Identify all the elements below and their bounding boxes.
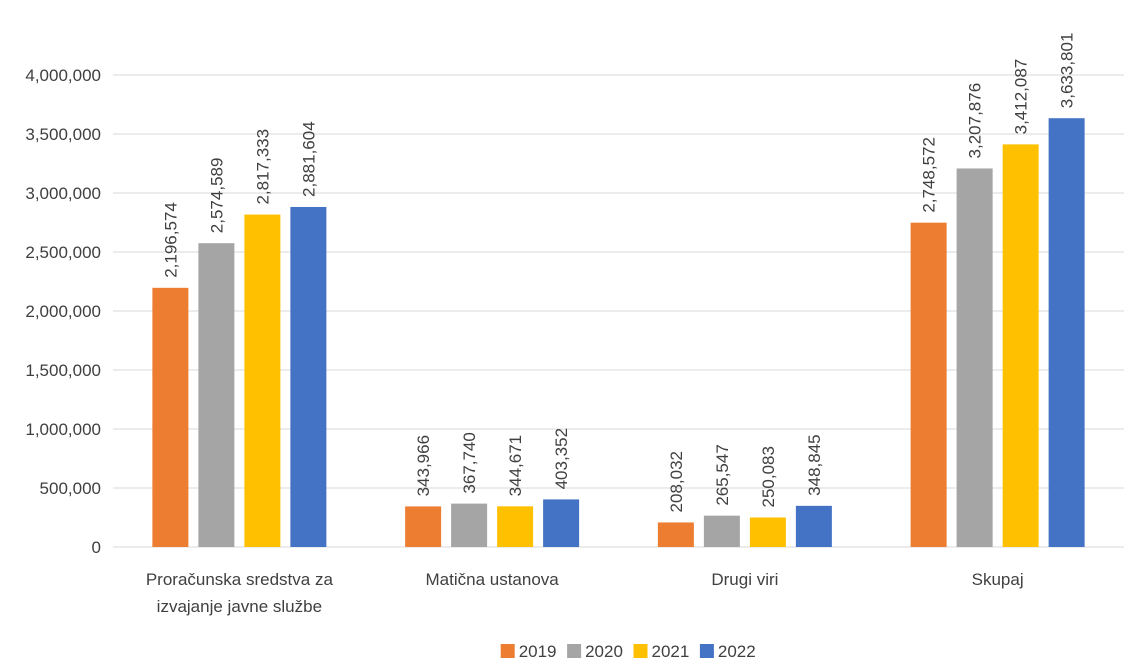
bar-2020 <box>703 515 740 547</box>
bar-2020 <box>956 168 993 547</box>
bar-2020 <box>198 243 235 548</box>
y-tick-label: 1,000,000 <box>25 420 101 439</box>
legend: 2019 2020 2021 2022 <box>500 642 756 661</box>
data-label: 3,207,876 <box>966 83 985 159</box>
x-axis: Proračunska sredstva za izvajanje javne s… <box>146 570 1024 616</box>
data-label: 344,671 <box>506 435 525 496</box>
x-category-label: Skupaj <box>972 570 1024 589</box>
data-labels: 2,196,574 2,574,589 2,817,333 2,881,604 343,… <box>161 33 1076 513</box>
data-label: 250,083 <box>759 446 778 507</box>
bar-2021 <box>497 506 534 547</box>
data-label: 265,547 <box>713 444 732 505</box>
bar-2021 <box>749 517 786 547</box>
data-label: 367,740 <box>460 432 479 493</box>
bar-2022 <box>543 499 580 547</box>
data-label: 2,817,333 <box>253 129 272 205</box>
bar-2020 <box>451 503 488 547</box>
y-tick-label: 500,000 <box>40 479 101 498</box>
legend-swatch-2019 <box>500 644 515 658</box>
y-tick-label: 2,000,000 <box>25 302 101 321</box>
bar-2021 <box>244 214 281 548</box>
y-tick-label: 3,000,000 <box>25 184 101 203</box>
y-axis: 0 500,000 1,000,000 1,500,000 2,000,000 2,500… <box>25 66 101 557</box>
bar-2019 <box>405 506 442 547</box>
data-label: 2,574,589 <box>207 158 226 234</box>
data-label: 3,633,801 <box>1058 33 1077 109</box>
legend-swatch-2022 <box>699 644 714 658</box>
data-label: 2,881,604 <box>299 121 318 197</box>
legend-label: 2021 <box>652 642 690 661</box>
y-tick-label: 1,500,000 <box>25 361 101 380</box>
data-label: 2,196,574 <box>161 202 180 278</box>
x-category-label: izvajanje javne službe <box>157 597 322 616</box>
data-label: 403,352 <box>552 428 571 489</box>
data-label: 2,748,572 <box>920 137 939 213</box>
bar-2022 <box>795 505 832 547</box>
y-tick-label: 0 <box>92 538 101 557</box>
gridlines <box>113 74 1124 548</box>
data-label: 348,845 <box>805 434 824 495</box>
legend-label: 2022 <box>718 642 756 661</box>
legend-swatch-2020 <box>567 644 582 658</box>
y-tick-label: 3,500,000 <box>25 125 101 144</box>
data-label: 3,412,087 <box>1012 59 1031 135</box>
data-label: 208,032 <box>667 451 686 512</box>
legend-swatch-2021 <box>633 644 648 658</box>
x-category-label: Matična ustanova <box>426 570 560 589</box>
y-tick-label: 2,500,000 <box>25 243 101 262</box>
legend-label: 2020 <box>585 642 623 661</box>
x-category-label: Proračunska sredstva za <box>146 570 334 589</box>
bar-2021 <box>1002 144 1039 548</box>
x-category-label: Drugi viri <box>711 570 778 589</box>
bar-2019 <box>152 287 189 547</box>
y-tick-label: 4,000,000 <box>25 66 101 85</box>
bar-2019 <box>657 522 694 547</box>
data-label: 343,966 <box>414 435 433 496</box>
legend-label: 2019 <box>519 642 557 661</box>
bar-2022 <box>290 206 327 547</box>
bar-2019 <box>910 222 947 547</box>
bars <box>152 118 1085 548</box>
bar-2022 <box>1048 118 1085 547</box>
